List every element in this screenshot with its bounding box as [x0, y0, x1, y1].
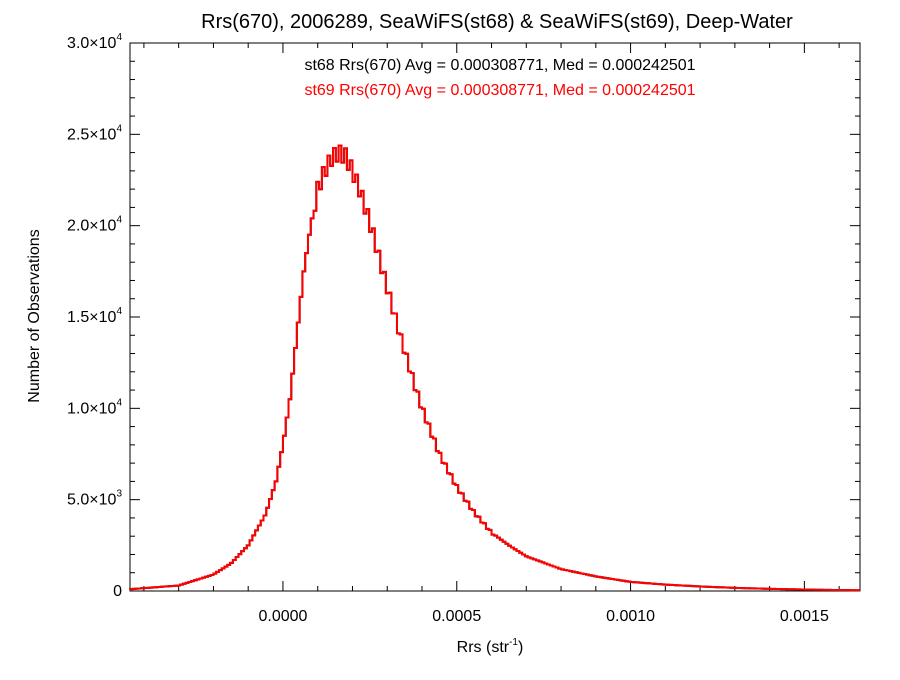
- stats-annotation-1: st68 Rrs(670) Avg = 0.000308771, Med = 0…: [304, 57, 695, 74]
- y-tick-label-exponent: 4: [116, 123, 122, 134]
- y-tick-label-mantissa: 3.0×10: [67, 35, 116, 52]
- x-tick-label: 0.0010: [606, 608, 655, 625]
- y-tick-label: 2.5×104: [67, 123, 122, 143]
- y-tick-label-mantissa: 2.0×10: [67, 218, 116, 235]
- y-tick-label-exponent: 4: [116, 32, 122, 43]
- x-tick-label: 0.0015: [780, 608, 829, 625]
- y-tick-label: 3.0×104: [67, 32, 122, 52]
- x-axis-label-base: Rrs (str: [457, 639, 510, 656]
- y-axis-label: Number of Observations: [26, 229, 43, 402]
- series-line-st69: [129, 144, 860, 592]
- histogram-series: [129, 144, 860, 592]
- x-tick-label: 0.0000: [258, 608, 307, 625]
- x-tick-label: 0.0005: [432, 608, 481, 625]
- x-axis-label-close: ): [518, 639, 523, 656]
- chart-title: Rrs(670), 2006289, SeaWiFS(st68) & SeaWi…: [201, 11, 793, 33]
- y-tick-label-exponent: 4: [116, 215, 122, 226]
- y-tick-label-exponent: 4: [116, 306, 122, 317]
- x-axis-label: Rrs (str-1): [457, 637, 524, 656]
- y-tick-label-mantissa: 1.0×10: [67, 400, 116, 417]
- y-tick-label: 0: [113, 583, 122, 600]
- plot-frame: [129, 42, 861, 592]
- y-tick-label-mantissa: 0: [113, 583, 122, 600]
- y-tick-label: 2.0×104: [67, 215, 122, 235]
- y-tick-label-exponent: 3: [116, 489, 122, 500]
- series-line-st68: [129, 144, 860, 592]
- x-axis-label-sup: -1: [509, 637, 518, 648]
- axes: 05.0×1031.0×1041.5×1042.0×1042.5×1043.0×…: [67, 32, 861, 625]
- y-tick-label: 1.5×104: [67, 306, 122, 326]
- y-tick-label-mantissa: 5.0×10: [67, 492, 116, 509]
- y-tick-label-mantissa: 1.5×10: [67, 309, 116, 326]
- y-tick-label: 1.0×104: [67, 397, 122, 417]
- y-tick-label: 5.0×103: [67, 489, 122, 509]
- annotations: st68 Rrs(670) Avg = 0.000308771, Med = 0…: [304, 57, 695, 99]
- y-tick-label-mantissa: 2.5×10: [67, 126, 116, 143]
- stats-annotation-2: st69 Rrs(670) Avg = 0.000308771, Med = 0…: [304, 82, 695, 99]
- y-tick-label-exponent: 4: [116, 397, 122, 408]
